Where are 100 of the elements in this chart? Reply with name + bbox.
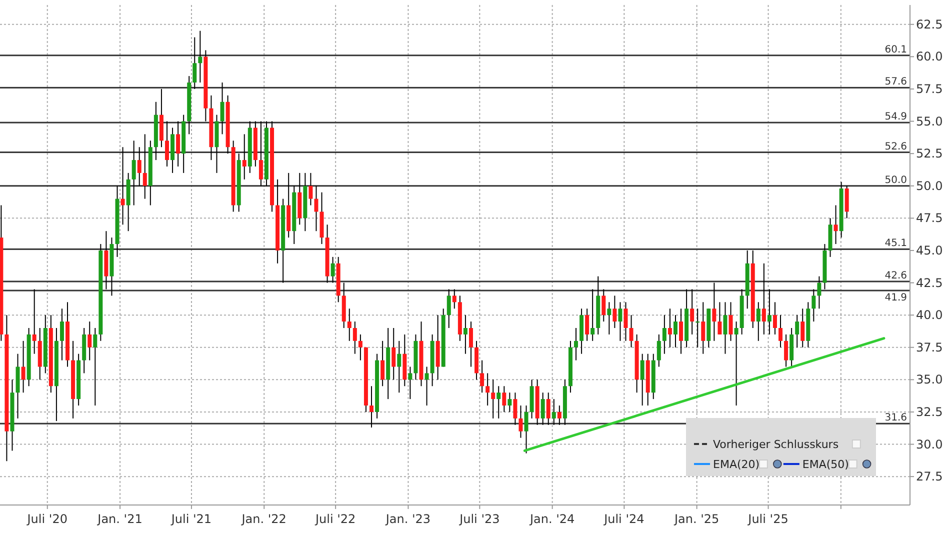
- ref-line-label: 42.6: [884, 270, 907, 282]
- y-tick-label: 35.0: [916, 372, 943, 387]
- candlestick: [778, 314, 783, 348]
- candlestick: [834, 204, 838, 245]
- y-tick-label: 62.5: [916, 17, 943, 32]
- y-tick-label: 27.5: [916, 470, 943, 484]
- candlestick: [800, 308, 805, 348]
- candlestick: [380, 340, 385, 387]
- candlestick: [513, 392, 518, 426]
- x-tick-label: Jan. '24: [528, 512, 575, 526]
- candlestick: [198, 30, 202, 84]
- legend-label: Vorheriger Schlusskurs: [713, 438, 839, 451]
- x-tick-label: Jan. '23: [384, 512, 431, 526]
- candlestick: [784, 334, 788, 368]
- y-tick-label: 57.5: [916, 82, 943, 96]
- ref-line-label: 45.1: [884, 238, 907, 250]
- candlestick: [165, 120, 169, 167]
- candlestick: [756, 302, 760, 342]
- candlestick: [712, 282, 716, 342]
- candlestick: [656, 334, 661, 368]
- x-tick-label: Juli '20: [26, 512, 68, 526]
- ref-line-label: 54.9: [884, 112, 907, 123]
- x-tick-label: Juli '21: [170, 512, 212, 526]
- candlestick: [817, 276, 822, 310]
- candlestick: [242, 134, 246, 180]
- candlestick: [795, 314, 800, 348]
- y-tick-label: 37.5: [916, 340, 943, 354]
- y-tick-label: 30.0: [916, 437, 943, 452]
- y-tick-label: 45.0: [916, 243, 943, 258]
- candlestick: [557, 405, 562, 426]
- candlestick: [574, 327, 578, 361]
- candlestick: [696, 308, 700, 348]
- x-tick-label: Juli '22: [314, 512, 356, 526]
- candlestick: [728, 302, 733, 342]
- candlestick: [640, 353, 644, 406]
- x-tick-label: Juli '25: [747, 512, 788, 526]
- y-tick-label: 47.5: [916, 211, 943, 226]
- candlestick: [408, 366, 412, 400]
- candlestick: [734, 321, 738, 406]
- candlestick: [844, 185, 849, 219]
- candlestick: [258, 120, 263, 186]
- candlestick: [463, 314, 468, 354]
- candlestick: [370, 386, 374, 428]
- y-tick-label: 50.0: [916, 178, 943, 193]
- candlestick: [192, 36, 197, 90]
- candlestick: [673, 314, 678, 348]
- candlestick: [176, 120, 180, 167]
- x-tick-label: Juli '23: [458, 512, 500, 526]
- candlestick: [330, 256, 335, 284]
- x-tick-label: Jan. '22: [240, 512, 286, 526]
- candlestick: [607, 302, 612, 335]
- candlestick: [546, 392, 550, 426]
- candlestick: [137, 146, 142, 186]
- candlestick: [518, 405, 523, 438]
- candlestick: [397, 340, 402, 394]
- y-tick-label: 52.5: [916, 146, 943, 161]
- y-tick-label: 40.0: [916, 308, 943, 322]
- candlestick: [220, 82, 224, 135]
- candlestick: [679, 308, 684, 354]
- candlestick: [590, 288, 595, 342]
- candlestick: [767, 288, 772, 335]
- candlestick: [772, 302, 777, 335]
- legend-label: EMA(20): [713, 458, 760, 471]
- candlestick: [60, 308, 64, 361]
- y-tick-label: 42.5: [916, 276, 943, 290]
- candlestick: [93, 327, 98, 406]
- candlestick: [347, 308, 352, 342]
- candlestick: [701, 302, 706, 354]
- candlestick: [612, 295, 617, 328]
- candlestick: [496, 386, 501, 419]
- candlestick: [32, 288, 36, 354]
- ref-line-label: 52.6: [884, 141, 907, 152]
- candlestick: [491, 379, 496, 419]
- y-tick-label: 55.0: [916, 114, 943, 128]
- candlestick: [662, 314, 666, 354]
- candlestick: [446, 288, 451, 328]
- ref-line-label: 60.1: [884, 44, 907, 56]
- candlestick: [486, 372, 490, 406]
- candlestick: [618, 302, 622, 342]
- candlestick: [602, 288, 606, 322]
- candlestick: [480, 360, 484, 394]
- candlestick: [314, 185, 318, 232]
- x-tick-label: Juli '24: [603, 512, 644, 526]
- x-tick-label: Jan. '21: [96, 512, 142, 526]
- candlestick: [524, 405, 528, 454]
- candlestick: [452, 288, 456, 310]
- candlestick: [723, 302, 728, 354]
- candlestick: [552, 398, 556, 426]
- candlestick: [132, 140, 136, 206]
- legend-label: EMA(50): [802, 458, 849, 471]
- candlestick: [540, 392, 545, 426]
- candlestick: [762, 262, 766, 335]
- y-tick-label: 60.0: [916, 50, 943, 64]
- candlestick: [88, 321, 92, 361]
- candlestick: [392, 327, 396, 380]
- candlestick: [142, 134, 147, 200]
- candlestick: [120, 146, 125, 226]
- candlestick: [308, 172, 313, 206]
- candlestick: [718, 302, 722, 335]
- candlestick: [21, 340, 26, 394]
